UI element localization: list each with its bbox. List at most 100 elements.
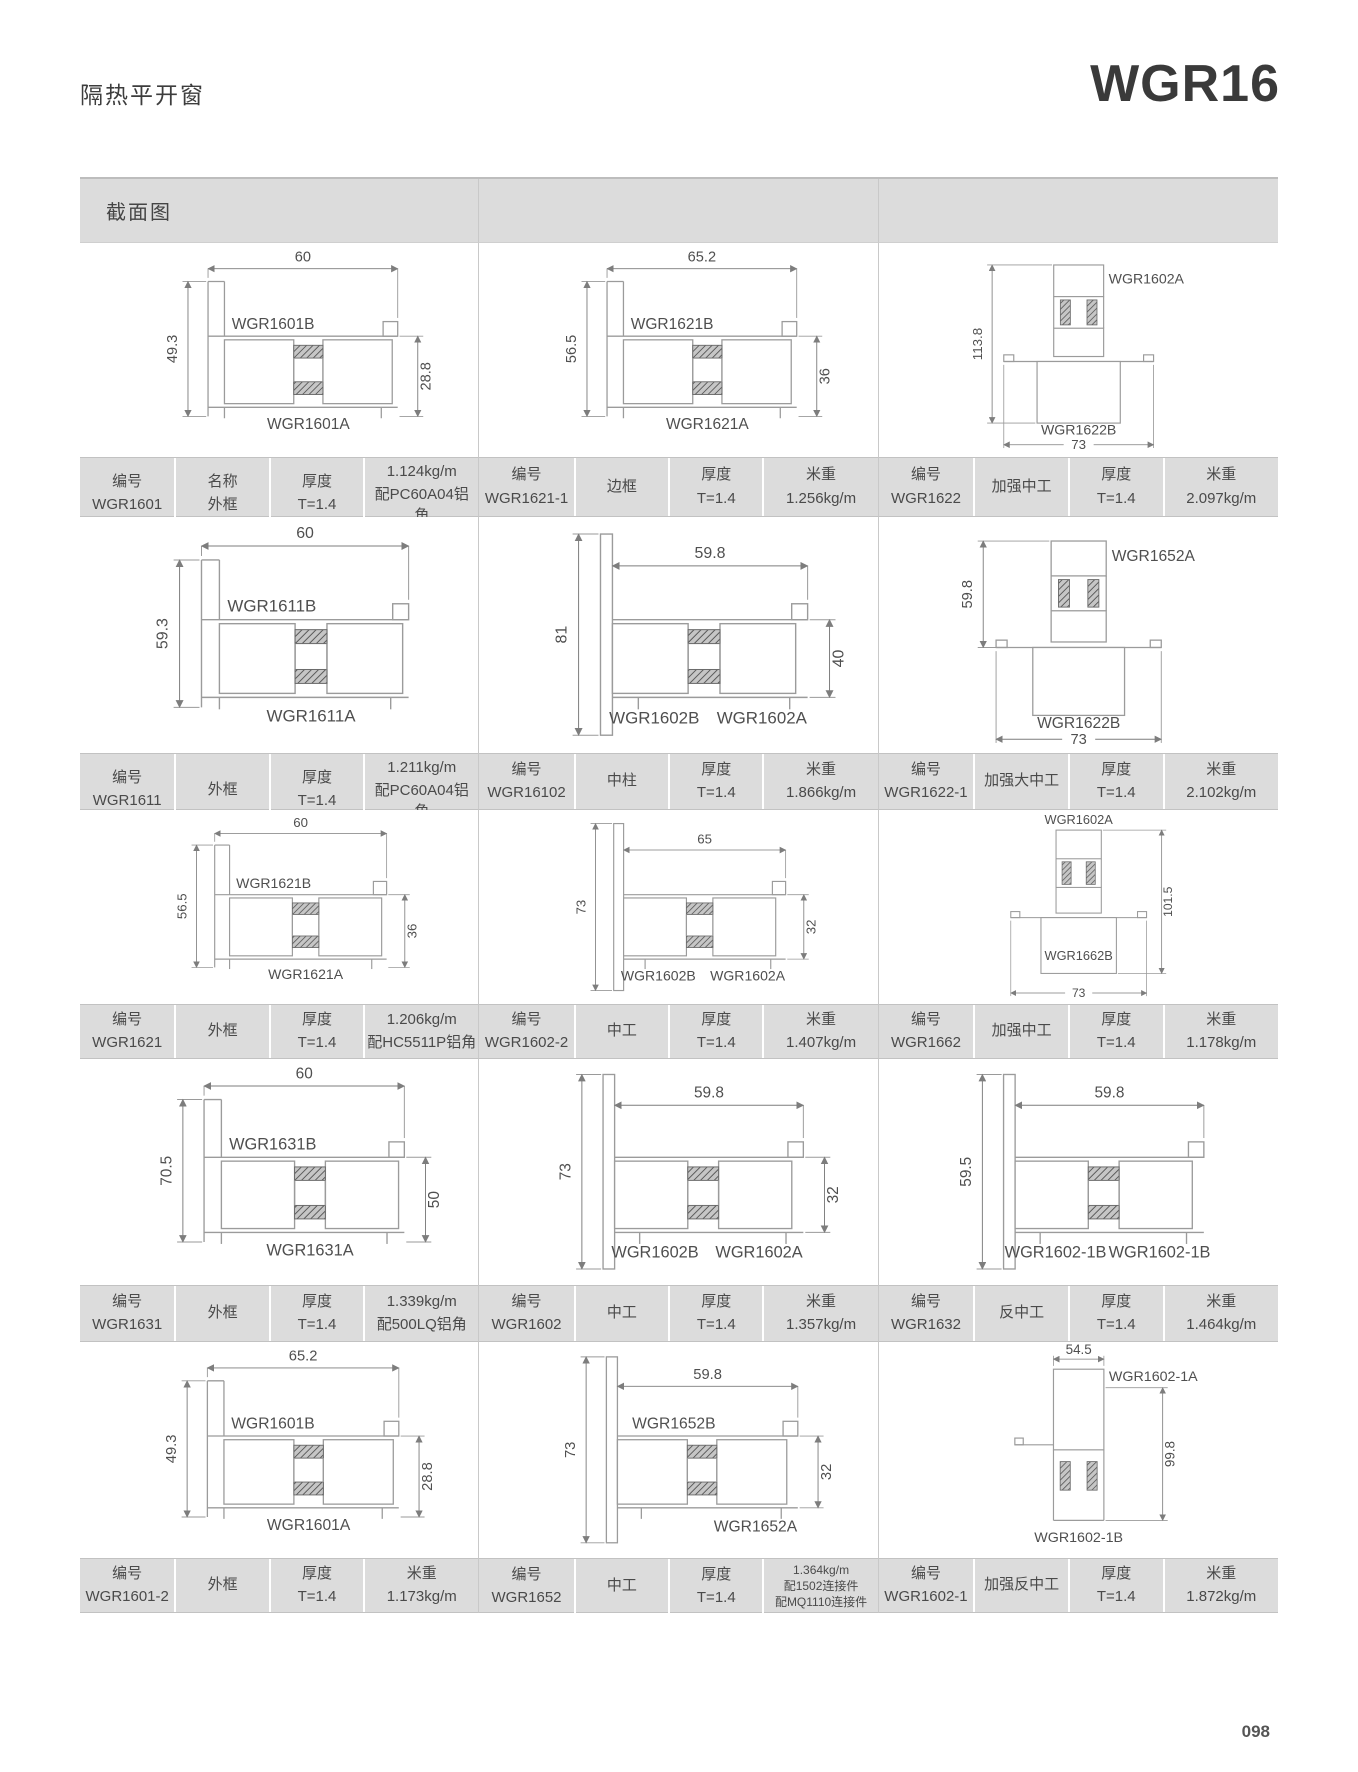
- spec-cell: 编号 WGR1621: [92, 1010, 163, 1051]
- svg-text:WGR1602A: WGR1602A: [716, 1244, 803, 1262]
- spec-cell: 厚度 T=1.4: [268, 1559, 363, 1612]
- svg-text:60: 60: [296, 1066, 313, 1083]
- spec-cell: 名称 外框: [174, 458, 268, 530]
- svg-text:WGR1602A: WGR1602A: [1044, 812, 1113, 827]
- spec-cell: 加强中工: [973, 1005, 1068, 1058]
- spec-cell: 米重 1.866kg/m: [762, 754, 877, 809]
- spec-cell: 编号 WGR1621-1: [484, 466, 569, 507]
- spec-cell: 中柱: [573, 754, 668, 809]
- spec-cell: 米重 1.357kg/m: [762, 1286, 877, 1341]
- model-code: WGR16: [1090, 55, 1280, 113]
- svg-text:32: 32: [825, 1187, 842, 1204]
- svg-text:101.5: 101.5: [1161, 886, 1175, 916]
- svg-text:54.5: 54.5: [1065, 1344, 1091, 1357]
- svg-text:WGR1652A: WGR1652A: [1111, 549, 1195, 566]
- profile-table: 截面图 60 49.3 28.8 WGR1601B WGR1601A 65.2 56.5 36…: [80, 177, 1278, 1614]
- cross-section-svg: 60 49.3 28.8 WGR1601B WGR1601A: [165, 250, 434, 434]
- cross-section-svg: 54.5 99.8 WGR1602-1A WGR1602-1B: [1013, 1344, 1198, 1546]
- spec-cell: 厚度 T=1.4: [668, 458, 762, 516]
- svg-text:WGR1621B: WGR1621B: [236, 875, 311, 891]
- svg-text:WGR1652B: WGR1652B: [632, 1416, 715, 1433]
- spec-cell: 厚度 T=1.4: [1067, 458, 1163, 516]
- spec-cell: 1.339kg/m 配500LQ铝角: [363, 1286, 478, 1341]
- svg-text:59.8: 59.8: [1094, 1085, 1124, 1102]
- svg-text:WGR1602B: WGR1602B: [621, 968, 696, 984]
- spec-cell: 米重 2.097kg/m: [1162, 458, 1278, 516]
- cross-section-svg: 60 70.5 50 WGR1631B WGR1631A: [158, 1066, 443, 1260]
- spec-cell: 米重 1.178kg/m: [1162, 1005, 1278, 1058]
- spec-cell: 反中工: [973, 1286, 1068, 1341]
- spec-cell: 1.364kg/m 配1502连接件 配MQ1110连接件: [762, 1559, 877, 1614]
- spec-row-WGR16102: 编号 WGR16102 中柱 厚度 T=1.4 米重 1.866kg/m: [479, 753, 879, 810]
- profile-drawing-WGR1602-2: 65 73 32 WGR1602B WGR1602A: [479, 810, 879, 1004]
- svg-text:WGR1601B: WGR1601B: [232, 316, 315, 333]
- svg-text:59.8: 59.8: [694, 1367, 723, 1383]
- spec-row-WGR1601-2: 编号 WGR1601-2 外框 厚度 T=1.4 米重 1.173kg/m: [80, 1558, 480, 1613]
- spec-row-WGR1621: 编号 WGR1621 外框 厚度 T=1.4 1.206kg/m 配HC5511P铝角: [80, 1004, 480, 1059]
- svg-text:59.5: 59.5: [957, 1157, 974, 1187]
- profile-drawing-WGR1662: 101.5 73 WGR1602A WGR1662B: [878, 810, 1278, 1004]
- cross-section-svg: 113.8 73 WGR1602A WGR1622B: [970, 264, 1184, 452]
- spec-cell: 厚度 T=1.4: [1067, 754, 1163, 809]
- spec-cell: 米重 1.173kg/m: [363, 1559, 478, 1612]
- spec-cell: 米重 1.256kg/m: [762, 458, 877, 516]
- spec-cell: 中工: [573, 1005, 668, 1058]
- svg-text:WGR1602A: WGR1602A: [717, 709, 808, 728]
- svg-text:WGR1631B: WGR1631B: [229, 1136, 316, 1154]
- profile-drawing-WGR1631: 60 70.5 50 WGR1631B WGR1631A: [80, 1059, 480, 1285]
- spec-cell: 外框: [174, 1005, 268, 1058]
- svg-text:36: 36: [404, 924, 419, 939]
- spec-cell: 编号 WGR1622-1: [884, 760, 968, 801]
- spec-cell: 厚度 T=1.4: [668, 1286, 762, 1341]
- spec-cell: 编号 WGR1662: [890, 1010, 961, 1051]
- svg-text:WGR1621A: WGR1621A: [666, 416, 749, 433]
- spec-cell: 编号 WGR1632: [890, 1292, 961, 1333]
- svg-text:65.2: 65.2: [688, 250, 716, 266]
- spec-cell: 加强大中工: [973, 754, 1068, 809]
- spec-cell: 编号 WGR1631: [92, 1292, 163, 1333]
- spec-cell: 厚度 T=1.4: [1067, 1005, 1163, 1058]
- svg-text:73: 73: [558, 1163, 575, 1180]
- spec-cell: 编号 WGR1602-2: [484, 1010, 569, 1051]
- profile-drawing-WGR1652: 59.8 73 32 WGR1652B WGR1652A: [479, 1342, 879, 1558]
- spec-cell: 编号 WGR1602: [491, 1292, 562, 1333]
- svg-text:73: 73: [1071, 437, 1086, 452]
- profile-drawing-WGR1622: 113.8 73 WGR1602A WGR1622B: [878, 243, 1278, 457]
- spec-cell: 外框: [174, 1559, 268, 1612]
- svg-text:WGR1601B: WGR1601B: [231, 1416, 314, 1433]
- spec-row-WGR1602: 编号 WGR1602 中工 厚度 T=1.4 米重 1.357kg/m: [479, 1285, 879, 1342]
- svg-text:WGR1601A: WGR1601A: [267, 416, 350, 433]
- spec-cell: 厚度 T=1.4: [668, 1005, 762, 1058]
- svg-text:73: 73: [563, 1442, 579, 1458]
- svg-text:WGR1652A: WGR1652A: [714, 1519, 798, 1536]
- svg-text:WGR1621A: WGR1621A: [268, 966, 344, 982]
- svg-text:113.8: 113.8: [970, 328, 985, 360]
- svg-text:WGR1611B: WGR1611B: [227, 597, 316, 616]
- profile-drawing-WGR1601: 60 49.3 28.8 WGR1601B WGR1601A: [80, 243, 480, 457]
- spec-cell: 米重 1.872kg/m: [1162, 1559, 1278, 1612]
- spec-row-WGR1621-1: 编号 WGR1621-1 边框 厚度 T=1.4 米重 1.256kg/m: [479, 457, 879, 517]
- svg-text:WGR1622B: WGR1622B: [1041, 422, 1116, 438]
- svg-text:WGR1622B: WGR1622B: [1037, 716, 1120, 733]
- profile-drawing-WGR1601-2: 65.2 49.3 28.8 WGR1601B WGR1601A: [80, 1342, 480, 1558]
- cross-section-svg: 59.8 73 WGR1652A WGR1622B: [960, 540, 1195, 748]
- svg-text:73: 73: [574, 900, 589, 915]
- svg-text:WGR1611A: WGR1611A: [267, 707, 357, 726]
- svg-text:WGR1602A: WGR1602A: [710, 968, 786, 984]
- spec-cell: 编号 WGR16102: [487, 760, 566, 801]
- svg-text:50: 50: [426, 1191, 443, 1208]
- spec-cell: 米重 1.464kg/m: [1162, 1286, 1278, 1341]
- svg-text:36: 36: [818, 368, 834, 384]
- cross-section-svg: 59.8 81 40 WGR1602B WGR1602A: [554, 533, 848, 737]
- page-title: 隔热平开窗: [80, 82, 205, 108]
- svg-text:32: 32: [804, 919, 819, 934]
- svg-text:60: 60: [296, 525, 314, 542]
- svg-text:59.8: 59.8: [960, 580, 976, 609]
- profile-drawing-WGR1622-1: 59.8 73 WGR1652A WGR1622B: [878, 517, 1278, 753]
- spec-cell: 中工: [573, 1286, 668, 1341]
- svg-text:49.3: 49.3: [164, 1435, 180, 1464]
- spec-cell: 加强反中工: [973, 1559, 1068, 1612]
- svg-text:59.8: 59.8: [695, 545, 726, 562]
- spec-row-WGR1662: 编号 WGR1662 加强中工 厚度 T=1.4 米重 1.178kg/m: [878, 1004, 1278, 1059]
